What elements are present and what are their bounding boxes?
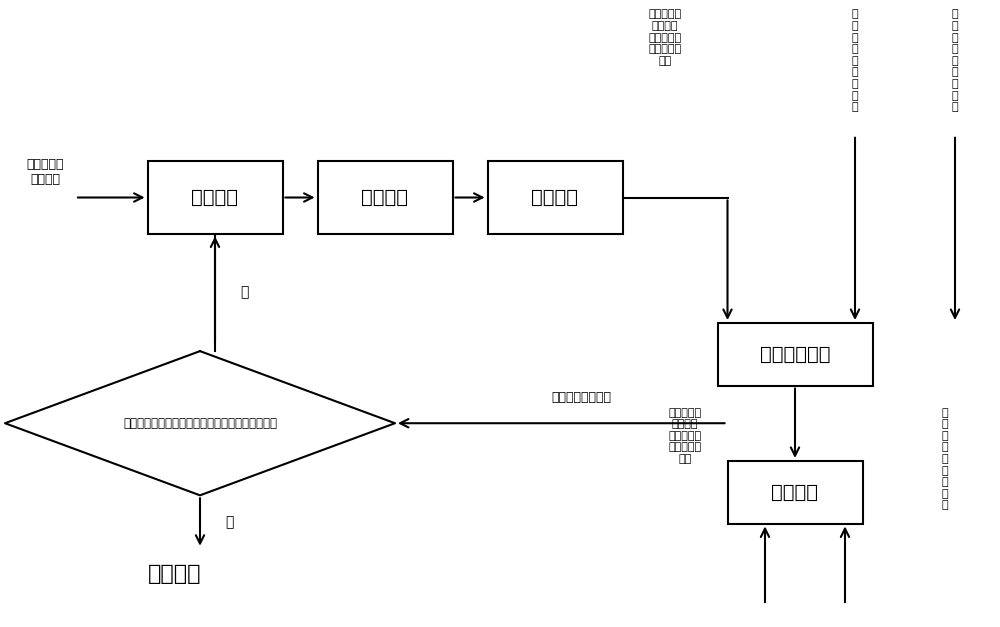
Text: 数据模型: 数据模型: [772, 483, 818, 502]
Text: 反
应
器
的
输
出
实
测
值: 反 应 器 的 输 出 实 测 值: [952, 9, 958, 112]
Text: 参数校正: 参数校正: [192, 188, 239, 207]
FancyBboxPatch shape: [318, 161, 452, 233]
FancyBboxPatch shape: [148, 161, 283, 233]
Text: 机理模型: 机理模型: [362, 188, 409, 207]
Text: 否: 否: [225, 515, 233, 529]
Text: 反
应
器
的
输
入
实
测
值: 反 应 器 的 输 入 实 测 值: [852, 9, 858, 112]
Text: 动态模拟: 动态模拟: [532, 188, 578, 207]
FancyBboxPatch shape: [488, 161, 622, 233]
Text: 反
应
器
的
输
入
实
测
值: 反 应 器 的 输 入 实 测 值: [942, 408, 948, 510]
FancyBboxPatch shape: [728, 461, 862, 524]
Text: 反应器的输
入实测值: 反应器的输 入实测值: [26, 159, 64, 186]
Text: 神经网络算法: 神经网络算法: [760, 345, 830, 364]
FancyBboxPatch shape: [718, 323, 872, 386]
Text: 动态模拟出
的内部参
数，例如反
应器装置因
数等: 动态模拟出 的内部参 数，例如反 应器装置因 数等: [648, 9, 682, 66]
Text: 数据模型输出结果: 数据模型输出结果: [551, 391, 611, 404]
Text: 动态模拟出
的内部参
数，例如反
应器装置因
数等: 动态模拟出 的内部参 数，例如反 应器装置因 数等: [668, 408, 702, 464]
Text: 建模成功: 建模成功: [148, 564, 202, 584]
Text: 是: 是: [240, 285, 248, 299]
Text: 数据模型输出与反应器的输出实测值是否相差较大: 数据模型输出与反应器的输出实测值是否相差较大: [123, 417, 277, 429]
